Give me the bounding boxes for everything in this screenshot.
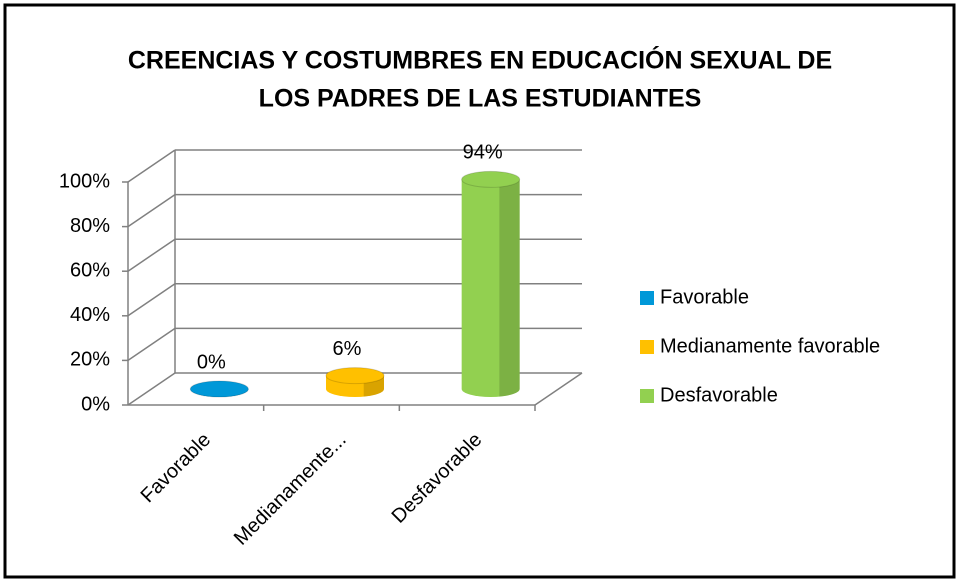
legend-label: Medianamente favorable bbox=[660, 335, 880, 357]
grid-line bbox=[127, 327, 176, 362]
grid-line bbox=[127, 283, 176, 317]
bar-top bbox=[189, 380, 249, 398]
floor-edge bbox=[534, 372, 583, 406]
grid-line bbox=[127, 193, 176, 228]
value-label: 94% bbox=[463, 142, 503, 164]
legend-label: Desfavorable bbox=[660, 384, 778, 406]
bar-shade bbox=[499, 179, 520, 397]
y-tick-label: 0% bbox=[81, 393, 110, 415]
y-tick-label: 80% bbox=[70, 215, 110, 237]
y-tick-label: 60% bbox=[70, 259, 110, 281]
y-tick-label: 20% bbox=[70, 349, 110, 371]
grid-line bbox=[127, 149, 176, 183]
legend-label: Favorable bbox=[660, 286, 749, 308]
legend-swatch bbox=[640, 340, 654, 354]
bar-body bbox=[461, 179, 520, 397]
grid-line bbox=[127, 372, 176, 406]
bar bbox=[325, 367, 385, 397]
bar-top bbox=[325, 367, 385, 385]
y-tick-label: 100% bbox=[59, 170, 110, 192]
value-label: 6% bbox=[333, 338, 362, 360]
bar bbox=[461, 170, 521, 397]
y-tick-label: 40% bbox=[70, 304, 110, 326]
value-label: 0% bbox=[197, 351, 226, 373]
chart-title: CREENCIAS Y COSTUMBRES EN EDUCACIÓN SEXU… bbox=[128, 45, 832, 75]
legend-swatch bbox=[640, 389, 654, 403]
legend-swatch bbox=[640, 291, 654, 305]
grid-line bbox=[127, 238, 176, 272]
bar bbox=[189, 380, 249, 398]
bar-top bbox=[461, 170, 521, 188]
chart-title: LOS PADRES DE LAS ESTUDIANTES bbox=[259, 85, 702, 113]
